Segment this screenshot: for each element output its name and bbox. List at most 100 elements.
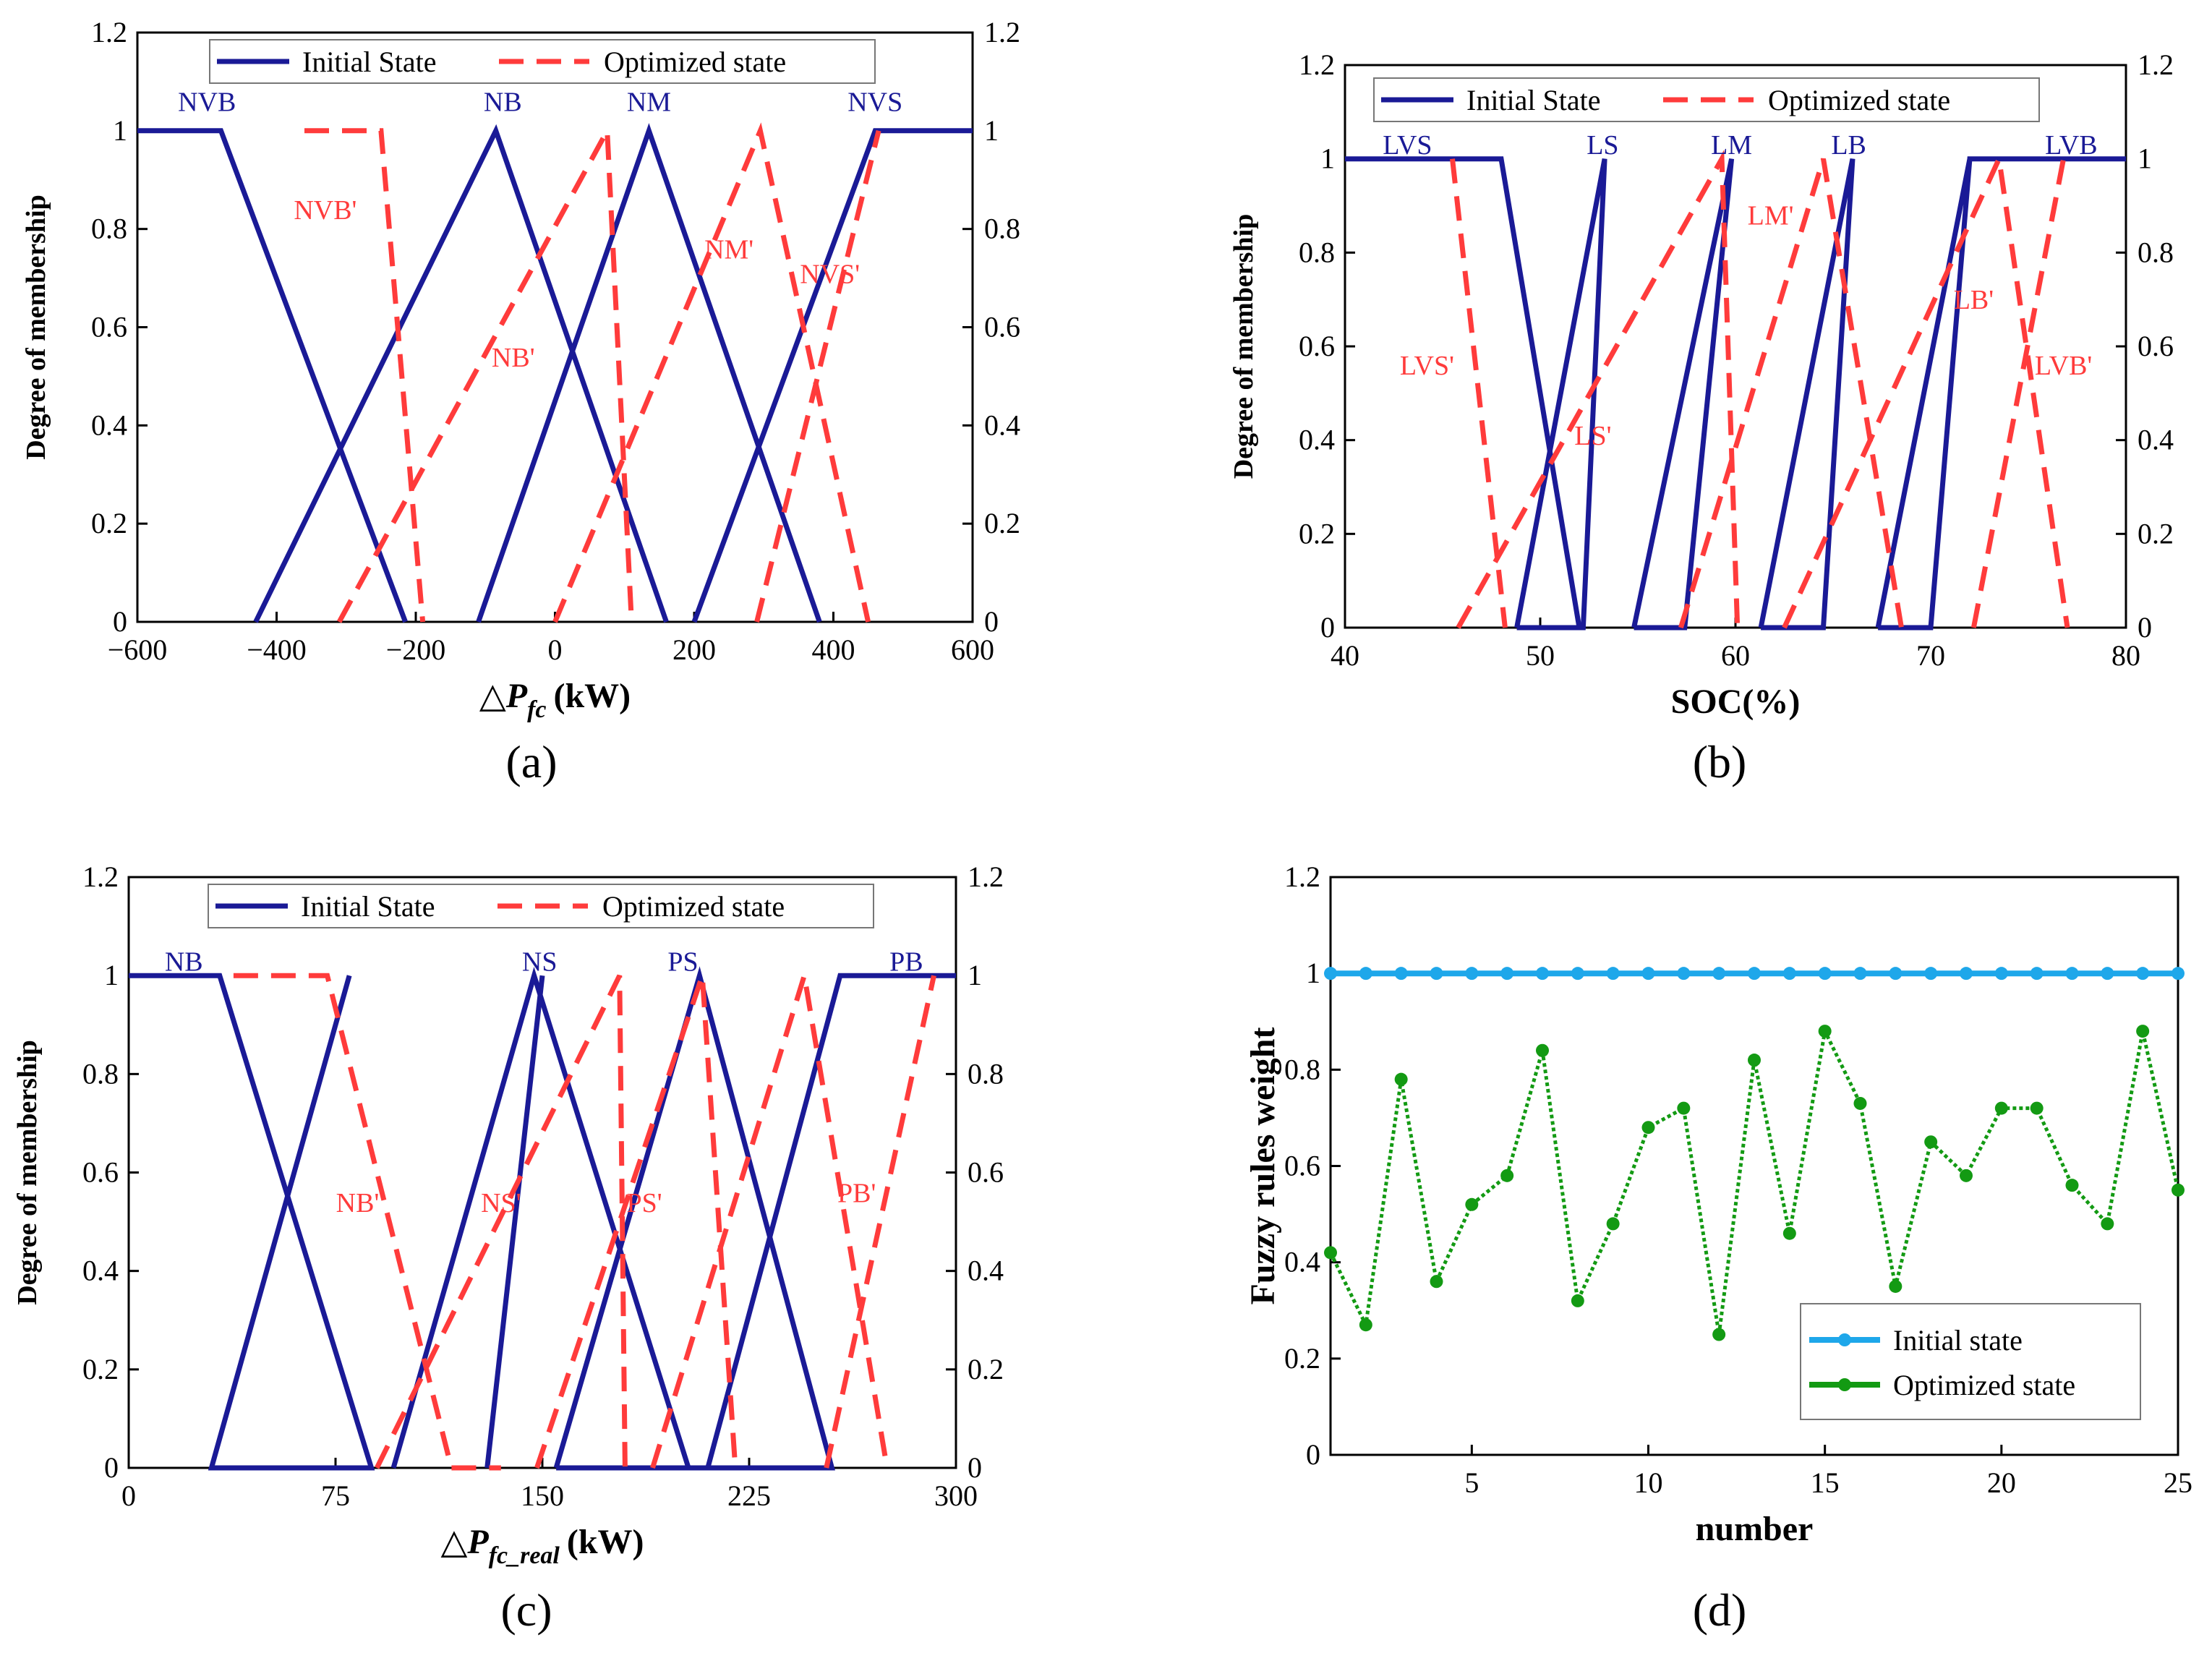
mf-label: NB xyxy=(484,87,522,118)
y-axis-label: Fuzzy rules weight xyxy=(1244,1028,1282,1305)
y-tick-label: 0.4 xyxy=(91,409,127,441)
optimized-point xyxy=(1712,1328,1726,1341)
initial-point xyxy=(1324,967,1337,981)
mf-label-optimized: NVB' xyxy=(294,195,356,226)
x-tick-label: 70 xyxy=(1916,639,1945,672)
optimized-point xyxy=(1359,1318,1372,1332)
x-tick-label: 75 xyxy=(321,1479,350,1512)
optimized-point xyxy=(1465,1197,1479,1211)
y-tick-label-right: 0.6 xyxy=(968,1156,1004,1189)
chart-d: 0 0.2 0.4 0.6 0.8 1 1.2 5 10 15 20 25 Fuzzy rules we… xyxy=(1244,860,2192,1636)
mf-label: NVB xyxy=(178,87,236,118)
optimized-point xyxy=(1571,1294,1584,1307)
x-axis-label: △Pfc (kW) xyxy=(479,677,631,723)
optimized-point xyxy=(1960,1169,1973,1182)
panel-label: (c) xyxy=(500,1584,552,1636)
initial-point xyxy=(1536,967,1549,981)
mf-label: LS xyxy=(1587,130,1618,161)
optimized-point xyxy=(1782,1226,1796,1240)
x-tick-label: 150 xyxy=(521,1479,564,1512)
x-tick-label: 300 xyxy=(934,1479,978,1512)
mf-label-optimized: NS' xyxy=(481,1188,521,1218)
y-tick-label-right: 0.4 xyxy=(984,409,1020,441)
optimized-point xyxy=(2172,1183,2185,1197)
initial-point xyxy=(1712,967,1726,981)
initial-point xyxy=(1394,967,1408,981)
y-tick-label: 1.2 xyxy=(1284,860,1320,893)
mf-label-optimized: NB' xyxy=(492,343,535,373)
mf-line xyxy=(129,973,375,1471)
mf-line xyxy=(1970,158,2067,628)
chart-a: 0 0 0.2 0.2 0.4 0.4 0.6 0.6 0.8 0.8 1 1 1.2 1.2 −600 −4… xyxy=(21,16,1020,787)
optimized-point xyxy=(1500,1169,1514,1182)
mf-label: LM xyxy=(1711,130,1752,161)
y-tick-label-right: 0 xyxy=(984,605,999,638)
initial-point xyxy=(1677,967,1691,981)
mf-line xyxy=(1450,158,1508,628)
initial-point xyxy=(2101,967,2114,981)
x-axis-label: number xyxy=(1696,1510,1814,1548)
mf-label-optimized: LB' xyxy=(1954,285,1994,315)
x-tick-label: 225 xyxy=(727,1479,771,1512)
mf-label-optimized: NM' xyxy=(704,234,753,265)
y-tick-label-right: 0.8 xyxy=(2138,236,2174,268)
mf-line xyxy=(1345,156,1582,628)
optimized-point xyxy=(1748,1054,1761,1067)
panel-label: (a) xyxy=(505,736,557,787)
x-tick-label: −200 xyxy=(386,633,446,666)
x-tick-label: 15 xyxy=(1811,1466,1840,1499)
x-tick-label: 600 xyxy=(951,633,994,666)
mf-label: PS xyxy=(667,947,698,977)
y-tick-label: 0 xyxy=(1306,1438,1320,1471)
y-tick-label: 1.2 xyxy=(1299,48,1335,81)
x-tick-label: 400 xyxy=(812,633,855,666)
initial-point xyxy=(1430,967,1443,981)
initial-point xyxy=(2172,967,2185,981)
x-axis-label-sub: fc_real xyxy=(489,1542,560,1569)
y-tick-label: 0.8 xyxy=(1284,1053,1320,1085)
x-tick-label: 0 xyxy=(548,633,563,666)
x-axis-label-main: SOC(%) xyxy=(1671,683,1801,721)
mf-line xyxy=(337,121,634,623)
y-tick-label: 0.6 xyxy=(1299,330,1335,362)
mf-line xyxy=(484,975,545,1469)
initial-point xyxy=(2030,967,2044,981)
optimized-point xyxy=(1994,1101,2008,1115)
mf-line xyxy=(705,973,956,1469)
mf-line xyxy=(375,974,628,1469)
y-tick-label-right: 0.4 xyxy=(968,1255,1004,1287)
mf-label-optimized: PS' xyxy=(627,1188,662,1218)
x-tick-label: 200 xyxy=(672,633,716,666)
y-axis-label: Degree of membership xyxy=(12,1040,43,1305)
y-tick-label: 0.2 xyxy=(82,1353,119,1385)
y-tick-label: 0.2 xyxy=(1299,517,1335,550)
x-tick-label: −600 xyxy=(108,633,168,666)
mf-line xyxy=(691,128,973,623)
mf-label: PB xyxy=(889,947,923,977)
y-axis-label: Degree of membership xyxy=(1229,214,1259,479)
y-tick-label-right: 1.2 xyxy=(2138,48,2174,81)
y-tick-label-right: 1.2 xyxy=(968,860,1004,893)
y-tick-label-right: 0.2 xyxy=(2138,517,2174,550)
mf-line xyxy=(1678,158,1904,629)
mf-label: LB xyxy=(1831,130,1866,161)
legend-marker-initial xyxy=(1838,1333,1851,1346)
optimized-point xyxy=(1818,1025,1832,1038)
y-tick-label-right: 0.8 xyxy=(968,1057,1004,1090)
y-tick-label: 1 xyxy=(113,114,127,147)
x-tick-label: 80 xyxy=(2111,639,2140,672)
y-tick-label-right: 1 xyxy=(968,959,982,991)
optimized-point xyxy=(1606,1217,1620,1231)
legend-label-optimized: Optimized state xyxy=(1768,84,1950,116)
mf-label-optimized: LS' xyxy=(1574,421,1611,451)
x-tick-label: 0 xyxy=(121,1479,136,1512)
series-initial xyxy=(1345,156,2126,631)
legend-label-initial: Initial State xyxy=(302,46,437,78)
mf-line xyxy=(1875,156,2126,631)
panel-label: (d) xyxy=(1693,1584,1747,1636)
initial-point xyxy=(1641,967,1655,981)
x-axis-label: △Pfc_real (kW) xyxy=(440,1523,644,1569)
y-tick-label: 0.8 xyxy=(91,213,127,245)
legend-label-optimized: Optimized state xyxy=(602,890,785,923)
y-tick-label: 0 xyxy=(1320,611,1335,644)
